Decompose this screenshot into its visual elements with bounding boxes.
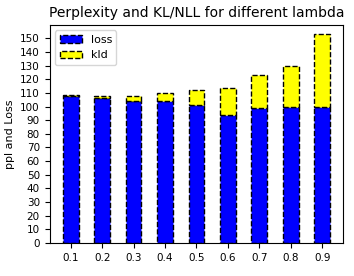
Bar — [283, 66, 299, 107]
Legend: loss, kld: loss, kld — [55, 30, 116, 65]
Bar — [314, 107, 330, 243]
Title: Perplexity and KL/NLL for different lambda: Perplexity and KL/NLL for different lamb… — [49, 6, 344, 20]
Bar — [251, 108, 267, 243]
Bar — [126, 101, 142, 243]
Bar — [251, 75, 267, 108]
Bar — [94, 96, 110, 99]
Bar — [314, 34, 330, 107]
Y-axis label: ppl and Loss: ppl and Loss — [5, 99, 15, 169]
Bar — [63, 95, 79, 96]
Bar — [189, 90, 204, 105]
Bar — [189, 105, 204, 243]
Bar — [283, 107, 299, 243]
Bar — [94, 99, 110, 243]
Bar — [157, 101, 173, 243]
Bar — [157, 93, 173, 101]
Bar — [63, 96, 79, 243]
Bar — [220, 115, 236, 243]
Bar — [220, 87, 236, 115]
Bar — [126, 96, 142, 101]
